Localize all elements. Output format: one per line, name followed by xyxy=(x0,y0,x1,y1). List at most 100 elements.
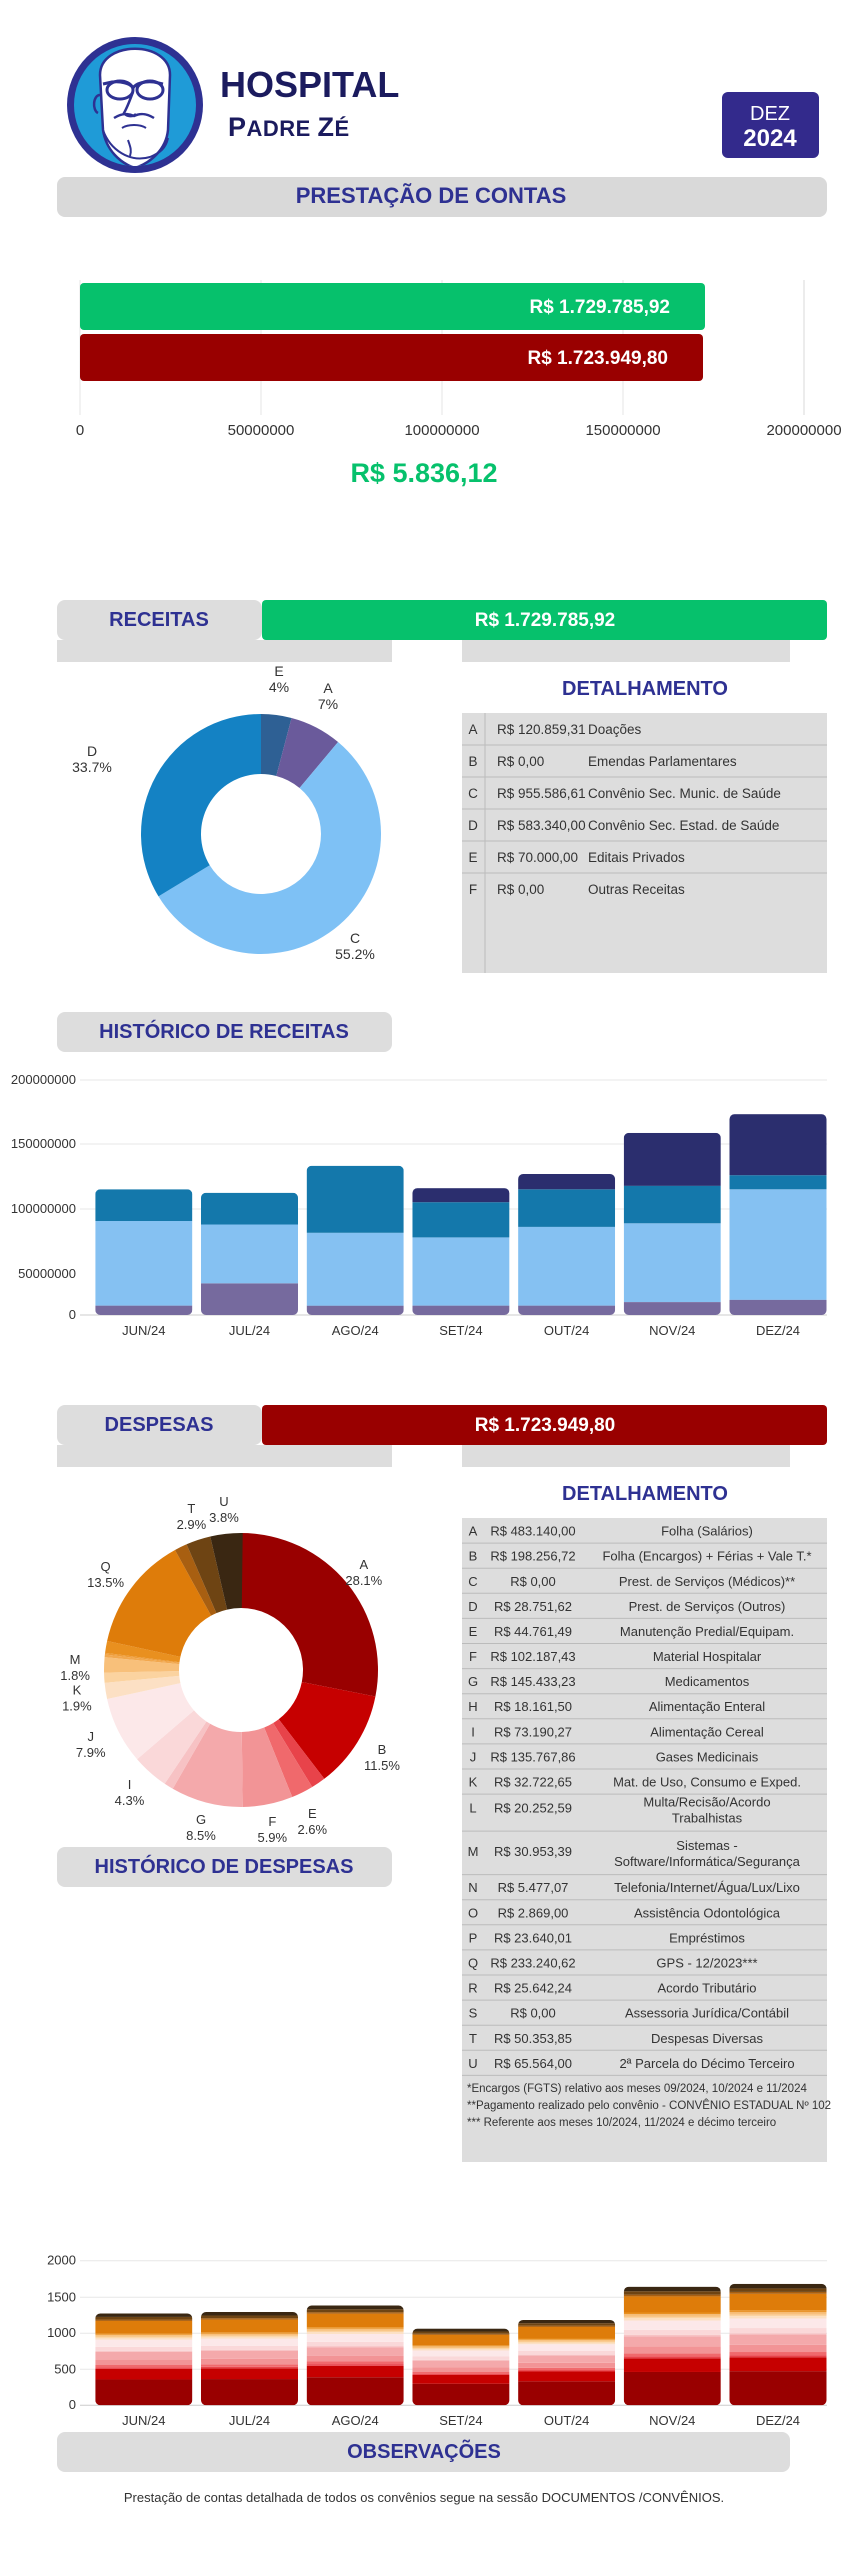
svg-text:Empréstimos: Empréstimos xyxy=(669,1930,745,1945)
svg-text:H: H xyxy=(468,1699,477,1714)
svg-text:Folha (Encargos) + Férias + Va: Folha (Encargos) + Férias + Vale T.* xyxy=(602,1549,811,1564)
svg-text:8.5%: 8.5% xyxy=(186,1828,216,1843)
svg-text:Editais Privados: Editais Privados xyxy=(588,850,685,865)
svg-text:B: B xyxy=(378,1742,387,1757)
svg-text:R$ 28.751,62: R$ 28.751,62 xyxy=(494,1599,572,1614)
svg-text:R$ 120.859,31: R$ 120.859,31 xyxy=(497,722,586,737)
svg-text:A: A xyxy=(469,1524,478,1539)
svg-text:R$ 2.869,00: R$ 2.869,00 xyxy=(498,1905,569,1920)
svg-text:D: D xyxy=(468,1599,477,1614)
svg-text:R: R xyxy=(468,1981,477,1996)
svg-text:Despesas Diversas: Despesas Diversas xyxy=(651,2031,763,2046)
svg-text:HISTÓRICO DE RECEITAS: HISTÓRICO DE RECEITAS xyxy=(99,1019,349,1043)
svg-text:Sistemas -: Sistemas - xyxy=(676,1838,737,1853)
svg-text:Prestação de contas detalhada: Prestação de contas detalhada de todos o… xyxy=(124,2490,724,2505)
svg-text:100000000: 100000000 xyxy=(11,1201,76,1216)
svg-text:U: U xyxy=(468,2056,477,2071)
svg-text:2024: 2024 xyxy=(743,125,797,152)
svg-text:2000: 2000 xyxy=(47,2253,76,2268)
svg-text:Q: Q xyxy=(468,1956,478,1971)
svg-text:E: E xyxy=(468,850,477,865)
svg-text:DETALHAMENTO: DETALHAMENTO xyxy=(562,1483,728,1505)
svg-text:T: T xyxy=(187,1501,195,1516)
svg-text:D: D xyxy=(87,743,97,759)
svg-text:SET/24: SET/24 xyxy=(439,1323,482,1338)
svg-text:J: J xyxy=(87,1729,94,1744)
svg-text:R$ 73.190,27: R$ 73.190,27 xyxy=(494,1724,572,1739)
svg-text:R$ 145.433,23: R$ 145.433,23 xyxy=(490,1674,575,1689)
svg-text:JUN/24: JUN/24 xyxy=(122,1323,165,1338)
svg-text:B: B xyxy=(468,754,477,769)
svg-text:OBSERVAÇÕES: OBSERVAÇÕES xyxy=(347,2439,501,2463)
svg-text:1000: 1000 xyxy=(47,2325,76,2340)
svg-text:K: K xyxy=(73,1682,82,1697)
svg-text:A: A xyxy=(323,680,333,696)
svg-text:F: F xyxy=(469,1649,477,1664)
svg-text:PADRE ZÉ: PADRE ZÉ xyxy=(228,112,350,142)
svg-text:E: E xyxy=(308,1806,317,1821)
svg-text:T: T xyxy=(469,2031,477,2046)
svg-text:S: S xyxy=(469,2006,478,2021)
svg-text:G: G xyxy=(196,1812,206,1827)
svg-text:O: O xyxy=(468,1905,478,1920)
svg-text:E: E xyxy=(469,1624,478,1639)
svg-text:Doações: Doações xyxy=(588,722,642,737)
svg-text:Acordo Tributário: Acordo Tributário xyxy=(658,1981,757,1996)
svg-text:200000000: 200000000 xyxy=(11,1072,76,1087)
svg-text:A: A xyxy=(468,722,477,737)
svg-text:DEZ: DEZ xyxy=(750,103,790,125)
svg-text:Material Hospitalar: Material Hospitalar xyxy=(653,1649,762,1664)
svg-text:28.1%: 28.1% xyxy=(345,1573,382,1588)
svg-text:R$ 102.187,43: R$ 102.187,43 xyxy=(490,1649,575,1664)
svg-text:R$ 5.836,12: R$ 5.836,12 xyxy=(350,458,497,488)
svg-text:Q: Q xyxy=(101,1559,111,1574)
svg-text:F: F xyxy=(268,1814,276,1829)
svg-text:C: C xyxy=(468,1574,477,1589)
svg-text:Convênio Sec. Munic. de Saúde: Convênio Sec. Munic. de Saúde xyxy=(588,786,781,801)
svg-text:50000000: 50000000 xyxy=(18,1266,76,1281)
svg-text:L: L xyxy=(469,1801,476,1816)
svg-text:N: N xyxy=(468,1880,477,1895)
svg-text:R$ 955.586,61: R$ 955.586,61 xyxy=(497,786,586,801)
svg-text:I: I xyxy=(471,1724,475,1739)
svg-text:I: I xyxy=(128,1777,132,1792)
svg-text:Alimentação Enteral: Alimentação Enteral xyxy=(649,1699,765,1714)
svg-text:R$ 0,00: R$ 0,00 xyxy=(497,754,544,769)
svg-text:HISTÓRICO DE DESPESAS: HISTÓRICO DE DESPESAS xyxy=(95,1854,354,1878)
svg-text:R$ 0,00: R$ 0,00 xyxy=(497,882,544,897)
svg-text:D: D xyxy=(468,818,478,833)
svg-text:C: C xyxy=(468,786,478,801)
svg-text:150000000: 150000000 xyxy=(11,1136,76,1151)
svg-text:DESPESAS: DESPESAS xyxy=(105,1414,214,1436)
svg-text:R$ 135.767,86: R$ 135.767,86 xyxy=(490,1750,575,1765)
svg-text:13.5%: 13.5% xyxy=(87,1575,124,1590)
svg-text:Assessoria Jurídica/Contábil: Assessoria Jurídica/Contábil xyxy=(625,2006,789,2021)
svg-text:Emendas Parlamentares: Emendas Parlamentares xyxy=(588,754,737,769)
svg-text:K: K xyxy=(469,1775,478,1790)
svg-text:M: M xyxy=(468,1844,479,1859)
svg-text:R$ 233.240,62: R$ 233.240,62 xyxy=(490,1956,575,1971)
svg-text:RECEITAS: RECEITAS xyxy=(109,609,209,631)
svg-text:Outras Receitas: Outras Receitas xyxy=(588,882,685,897)
svg-text:R$ 0,00: R$ 0,00 xyxy=(510,1574,556,1589)
svg-text:0: 0 xyxy=(69,2397,76,2412)
svg-text:3.8%: 3.8% xyxy=(209,1510,239,1525)
svg-text:1.9%: 1.9% xyxy=(62,1698,92,1713)
svg-text:A: A xyxy=(359,1557,368,1572)
svg-text:NOV/24: NOV/24 xyxy=(649,1323,695,1338)
svg-text:R$ 23.640,01: R$ 23.640,01 xyxy=(494,1930,572,1945)
svg-text:150000000: 150000000 xyxy=(585,422,660,439)
svg-text:5.9%: 5.9% xyxy=(257,1830,287,1845)
svg-text:Alimentação Cereal: Alimentação Cereal xyxy=(650,1724,764,1739)
svg-text:R$ 1.723.949,80: R$ 1.723.949,80 xyxy=(527,348,668,369)
svg-text:R$ 0,00: R$ 0,00 xyxy=(510,2006,556,2021)
svg-text:M: M xyxy=(70,1652,81,1667)
svg-text:7%: 7% xyxy=(318,696,338,712)
svg-text:**Pagamento realizado pelo con: **Pagamento realizado pelo convênio - CO… xyxy=(467,2099,831,2112)
svg-text:R$ 70.000,00: R$ 70.000,00 xyxy=(497,850,578,865)
svg-text:33.7%: 33.7% xyxy=(72,759,112,775)
svg-text:JUL/24: JUL/24 xyxy=(229,1323,270,1338)
svg-text:G: G xyxy=(468,1674,478,1689)
svg-text:Prest. de Serviços (Outros): Prest. de Serviços (Outros) xyxy=(629,1599,786,1614)
svg-text:OUT/24: OUT/24 xyxy=(544,1323,590,1338)
